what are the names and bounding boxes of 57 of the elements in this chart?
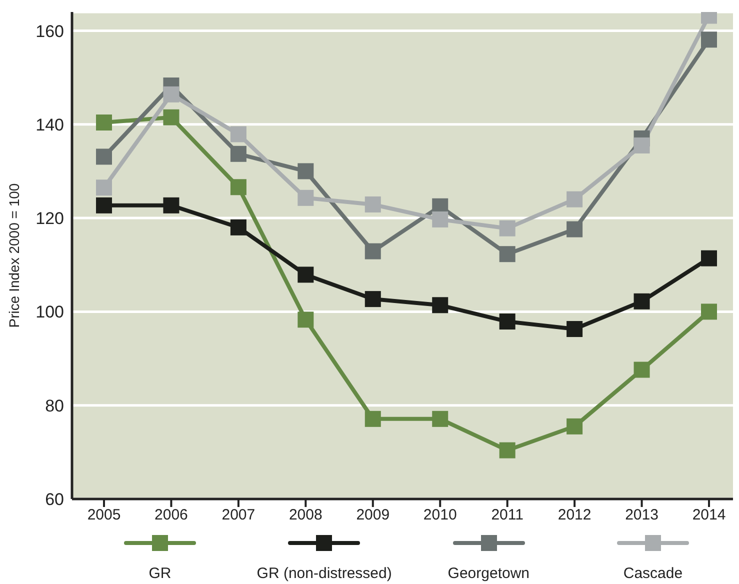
point [634,137,650,154]
point [364,291,381,308]
x-tick-label: 2013 [625,506,658,524]
point [230,179,246,196]
x-tick-label: 2011 [491,506,524,524]
point [163,197,180,214]
legend-label: GR [148,565,172,582]
point [634,362,650,378]
x-tick-label: 2006 [154,506,188,524]
point [96,114,112,131]
point [364,410,381,427]
point [701,250,717,266]
point [701,304,717,320]
x-tick-label: 2012 [558,506,592,524]
y-tick-label: 100 [36,302,64,322]
point [230,219,246,236]
x-tick-label: 2007 [222,506,256,524]
point [701,32,717,48]
y-axis-title: Price Index 2000 = 100 [6,183,22,328]
y-tick-label: 80 [45,396,64,416]
point [298,312,314,328]
point [364,196,381,212]
x-tick-label: 2008 [288,506,322,524]
y-tick-label: 140 [36,115,64,134]
legend-label: Cascade [623,565,683,582]
x-tick-label: 2014 [692,506,726,524]
point [96,197,112,214]
x-tick-label: 2010 [423,506,457,524]
point [566,321,583,338]
point [499,314,516,330]
point [566,221,583,238]
point [96,180,112,196]
legend-label: GR (non-distressed) [256,565,392,582]
y-tick-label: 120 [36,209,64,228]
point [163,109,180,126]
point [96,148,112,165]
x-tick-label: 2005 [87,506,121,524]
y-tick-label: 60 [45,490,64,510]
point [499,220,516,236]
point [230,126,246,142]
point [566,191,583,208]
point [230,146,246,162]
point [298,163,314,180]
point [634,293,650,310]
point [499,442,516,458]
point [298,190,314,206]
y-tick-label: 160 [36,22,64,41]
point [432,410,448,427]
point [364,243,381,260]
x-tick-label: 2009 [356,506,390,524]
point [298,266,314,283]
point [432,211,448,228]
point [163,86,180,102]
legend-label: Georgetown [448,565,530,582]
point [499,246,516,262]
point [566,418,583,434]
point [432,297,448,314]
